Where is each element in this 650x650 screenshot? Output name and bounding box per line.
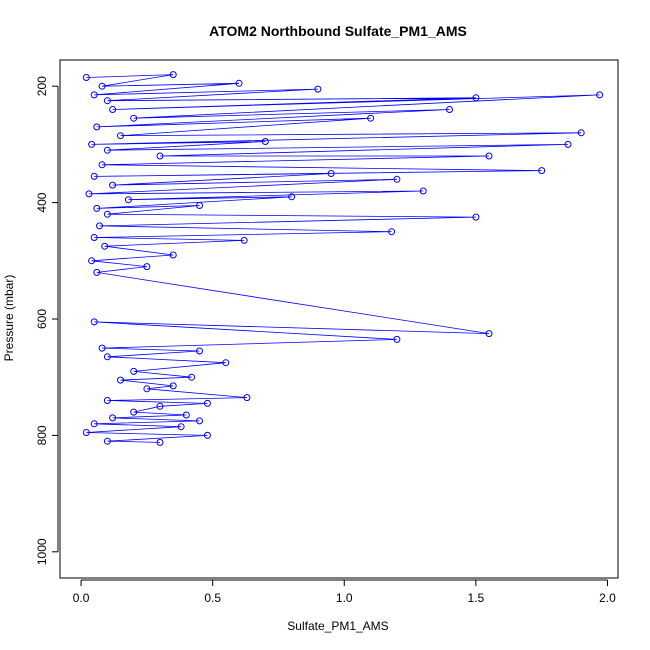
y-axis: 200 400 600 800 1000	[35, 76, 59, 565]
data-point	[90, 318, 98, 326]
data-point	[103, 146, 111, 154]
data-point	[93, 268, 101, 276]
y-tick-label: 600	[35, 309, 49, 329]
data-point	[446, 106, 453, 113]
y-axis-label: Pressure (mbar)	[2, 275, 16, 362]
data-point	[169, 382, 177, 390]
y-tick-label: 800	[35, 425, 49, 445]
data-point	[288, 193, 296, 201]
x-tick-label: 2.0	[599, 591, 616, 605]
data-point	[143, 263, 151, 271]
data-point	[98, 161, 106, 169]
data-point	[90, 172, 98, 180]
data-point	[472, 94, 480, 102]
data-point	[182, 411, 190, 419]
data-point	[393, 175, 401, 183]
data-point	[261, 138, 269, 145]
data-point	[103, 97, 111, 105]
data-point	[103, 353, 111, 361]
data-point	[90, 234, 98, 241]
data-point	[240, 236, 248, 244]
data-point	[143, 385, 151, 393]
x-tick-label: 0.5	[204, 591, 221, 605]
data-point	[90, 91, 98, 99]
data-point	[169, 71, 177, 79]
data-point	[130, 114, 138, 122]
data-point	[130, 367, 138, 375]
data-point	[203, 431, 211, 439]
data-point	[103, 397, 111, 404]
data-point	[203, 399, 211, 407]
data-point	[419, 187, 427, 195]
data-point	[564, 140, 572, 148]
data-point	[388, 228, 396, 236]
x-tick-label: 1.0	[336, 591, 353, 605]
data-point	[117, 132, 124, 140]
data-point	[188, 373, 196, 381]
data-point	[130, 408, 138, 416]
data-point	[82, 429, 90, 436]
data-point	[109, 181, 117, 189]
data-point	[82, 74, 90, 81]
data-point	[327, 170, 335, 177]
data-point	[196, 347, 203, 355]
data-point	[101, 242, 109, 250]
plot-frame	[59, 59, 619, 579]
data-point	[85, 190, 93, 198]
data-point	[109, 414, 117, 422]
y-tick-label: 400	[35, 192, 49, 212]
data-point	[472, 213, 480, 221]
data-point	[538, 167, 546, 175]
data-point	[222, 359, 230, 367]
data-point	[103, 210, 111, 218]
data-point	[93, 123, 101, 131]
data-point	[124, 196, 132, 204]
data-point	[235, 79, 243, 87]
chart-title: ATOM2 Northbound Sulfate_PM1_AMS	[209, 23, 467, 39]
data-point	[596, 91, 604, 99]
data-point	[485, 330, 493, 338]
data-point	[485, 152, 493, 160]
series-layer	[82, 71, 604, 446]
data-point	[93, 204, 101, 212]
data-point	[109, 106, 117, 113]
x-tick-label: 0.0	[73, 591, 90, 605]
data-point	[88, 140, 96, 148]
data-point	[98, 344, 106, 352]
data-point	[577, 129, 585, 137]
data-point	[90, 420, 98, 428]
data-point	[96, 222, 103, 230]
data-point	[103, 437, 111, 445]
data-point	[169, 251, 177, 259]
series-line	[86, 74, 600, 443]
x-axis-label: Sulfate_PM1_AMS	[287, 619, 388, 633]
x-axis: 0.0 0.5 1.0 1.5 2.0	[73, 579, 616, 605]
data-point	[314, 85, 322, 93]
data-point	[367, 114, 375, 122]
data-point	[156, 152, 164, 160]
data-point	[156, 402, 164, 410]
y-tick-label: 200	[35, 76, 49, 96]
data-point	[88, 257, 96, 265]
plot-area	[59, 59, 619, 579]
data-point	[117, 376, 124, 384]
data-point	[98, 82, 106, 90]
data-point	[393, 335, 401, 343]
data-point	[196, 417, 203, 425]
data-point	[156, 438, 164, 446]
y-tick-label: 1000	[35, 538, 49, 565]
data-point	[243, 394, 251, 402]
x-tick-label: 1.5	[468, 591, 485, 605]
data-point	[196, 202, 203, 209]
data-point	[177, 423, 185, 431]
